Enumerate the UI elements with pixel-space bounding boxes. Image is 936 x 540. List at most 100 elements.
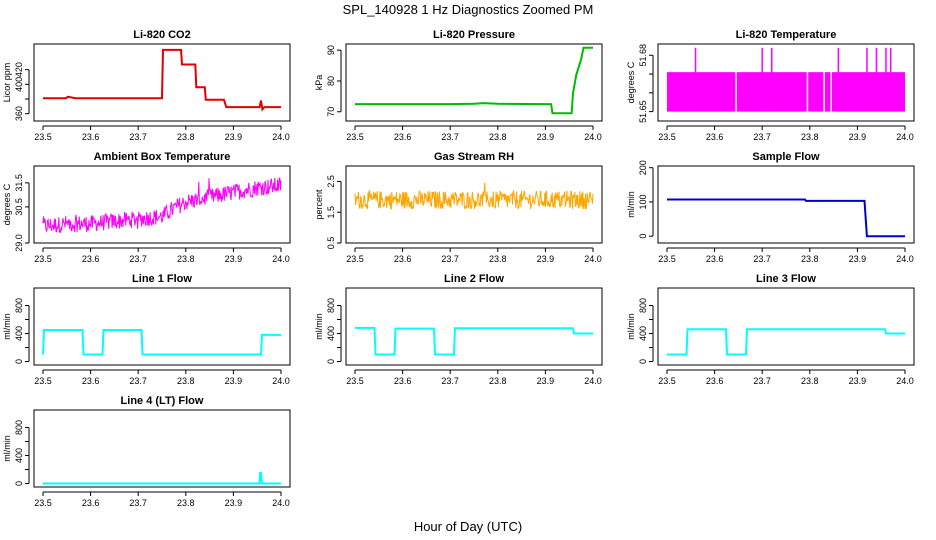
x-tick-label: 23.9 [849,254,867,264]
series-line [43,472,281,485]
panel-title: Sample Flow [752,151,820,163]
series-line [355,46,593,115]
x-tick-label: 23.5 [346,132,364,142]
y-tick-label: 0 [638,234,648,239]
panel-frame [345,287,603,366]
panel-frame [657,43,915,122]
x-tick-label: 23.9 [225,498,243,508]
y-tick-label: 2.5 [326,175,336,188]
y-tick-label: 100 [638,194,648,209]
panel-frame [345,43,603,122]
x-tick-label: 23.7 [753,376,771,386]
x-tick-label: 23.7 [753,254,771,264]
panel-title: Line 3 Flow [756,273,816,285]
y-tick-label: 51.68 [638,44,648,67]
x-tick-label: 23.9 [537,132,555,142]
panel-ylabel: ml/min [626,191,636,218]
panel-8: Line 2 Flow ml/min 23.5 23.6 23.7 23.8 23.9 24.… [314,273,603,386]
panel-4: Ambient Box Temperature degrees C 23.5 23.6… [2,151,291,264]
panel-5: Gas Stream RH percent 23.5 23.6 23.7 23.8 23.9… [314,151,603,264]
x-tick-label: 23.7 [129,254,147,264]
x-tick-label: 23.9 [225,132,243,142]
panel-ylabel: kPa [314,75,324,91]
x-tick-label: 23.9 [849,132,867,142]
panel-ylabel: ml/min [314,313,324,340]
panel-frame [657,165,915,244]
panel-ylabel: ml/min [2,435,12,462]
x-tick-label: 23.8 [801,376,819,386]
y-tick-label: 400 [326,326,336,341]
x-tick-label: 24.0 [584,254,602,264]
x-tick-label: 23.6 [82,376,100,386]
x-tick-label: 24.0 [896,376,914,386]
x-tick-label: 24.0 [896,254,914,264]
panel-title: Li-820 Temperature [736,29,837,41]
panel-data [43,472,281,485]
x-tick-label: 23.6 [82,132,100,142]
x-tick-label: 23.7 [129,132,147,142]
panel-ylabel: ml/min [2,313,12,340]
panel-3: Li-820 Temperature degrees C 23.5 23.6 23.7 2… [626,29,915,142]
x-tick-label: 24.0 [584,132,602,142]
y-tick-label: 90 [326,45,336,55]
y-tick-label: 0 [326,359,336,364]
x-tick-label: 23.8 [489,132,507,142]
x-tick-label: 23.9 [849,376,867,386]
y-tick-label: 420 [14,62,24,77]
y-tick-label: 31.5 [14,174,24,192]
x-tick-label: 23.8 [177,132,195,142]
x-tick-label: 23.8 [489,254,507,264]
x-tick-label: 23.5 [346,254,364,264]
x-tick-label: 23.5 [34,132,52,142]
x-tick-label: 24.0 [272,254,290,264]
x-tick-label: 23.8 [177,254,195,264]
y-tick-label: 800 [14,298,24,313]
x-tick-label: 23.6 [394,132,412,142]
y-tick-label: 800 [326,298,336,313]
panel-data [667,328,905,356]
series-line [43,48,281,112]
series-line [667,328,905,356]
y-tick-label: 800 [14,420,24,435]
x-tick-label: 23.9 [537,254,555,264]
x-tick-label: 23.6 [82,498,100,508]
panel-data [43,48,281,112]
x-tick-label: 24.0 [896,132,914,142]
panel-frame [33,165,291,244]
x-tick-label: 23.5 [346,376,364,386]
panel-ylabel: Licor ppm [2,63,12,103]
panel-ylabel: degrees C [2,183,12,225]
x-tick-label: 23.5 [34,498,52,508]
panel-frame [33,287,291,366]
y-tick-label: 0 [14,481,24,486]
x-tick-label: 23.6 [706,376,724,386]
y-tick-label: 70 [326,107,336,117]
y-tick-label: 400 [638,326,648,341]
x-tick-label: 23.8 [801,254,819,264]
series-line [667,198,905,238]
panel-7: Line 1 Flow ml/min 23.5 23.6 23.7 23.8 23.9 24.… [2,273,291,386]
panel-data [42,177,282,233]
panel-data [354,182,594,210]
panel-title: Ambient Box Temperature [94,151,231,163]
panel-ylabel: ml/min [626,313,636,340]
x-tick-label: 23.9 [225,254,243,264]
y-tick-label: 51.65 [638,100,648,123]
x-tick-label: 24.0 [272,376,290,386]
y-tick-label: 0 [638,359,648,364]
series-line [42,177,282,233]
y-tick-label: 0 [14,359,24,364]
x-tick-label: 23.8 [489,376,507,386]
x-tick-label: 23.9 [537,376,555,386]
x-tick-label: 23.8 [177,376,195,386]
y-tick-label: 29.0 [14,234,24,252]
y-tick-label: 200 [638,160,648,175]
x-tick-label: 23.9 [225,376,243,386]
y-tick-label: 0.5 [326,237,336,250]
panel-ylabel: degrees C [626,61,636,103]
y-tick-label: 360 [14,106,24,121]
figure-xlabel: Hour of Day (UTC) [414,519,522,534]
figure-title: SPL_140928 1 Hz Diagnostics Zoomed PM [343,2,594,17]
y-tick-label: 30.5 [14,198,24,216]
panel-2: Li-820 Pressure kPa 23.5 23.6 23.7 23.8 23.9 24… [314,29,603,142]
